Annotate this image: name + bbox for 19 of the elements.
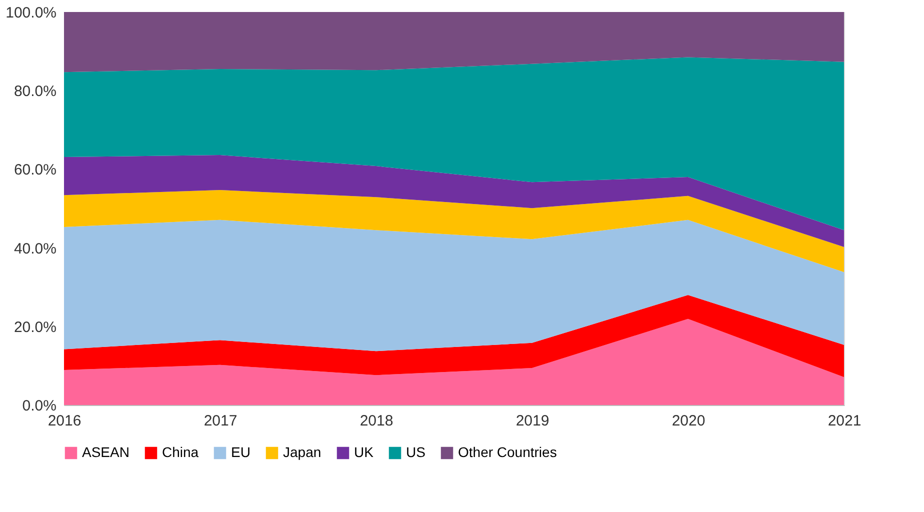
y-tick-label: 0.0% — [22, 398, 56, 414]
y-tick-label: 80.0% — [14, 83, 56, 100]
legend-label: EU — [231, 444, 250, 460]
legend-label: Other Countries — [458, 444, 557, 460]
y-tick-label: 100.0% — [6, 4, 56, 22]
legend-label: ASEAN — [82, 444, 130, 460]
y-tick-label: 60.0% — [14, 162, 56, 179]
x-tick-label: 2020 — [672, 412, 706, 430]
x-tick-label: 2019 — [516, 412, 550, 430]
x-tick-label: 2021 — [828, 412, 862, 430]
x-tick-label: 2017 — [204, 412, 238, 430]
y-tick-label: 20.0% — [14, 318, 56, 336]
x-tick-label: 2018 — [360, 412, 394, 430]
y-tick-label: 40.0% — [14, 240, 56, 258]
legend-label: China — [162, 444, 199, 460]
x-tick-label: 2016 — [48, 412, 82, 430]
legend-label: UK — [354, 444, 374, 460]
legend-label: US — [406, 444, 426, 460]
legend-label: Japan — [283, 444, 322, 460]
